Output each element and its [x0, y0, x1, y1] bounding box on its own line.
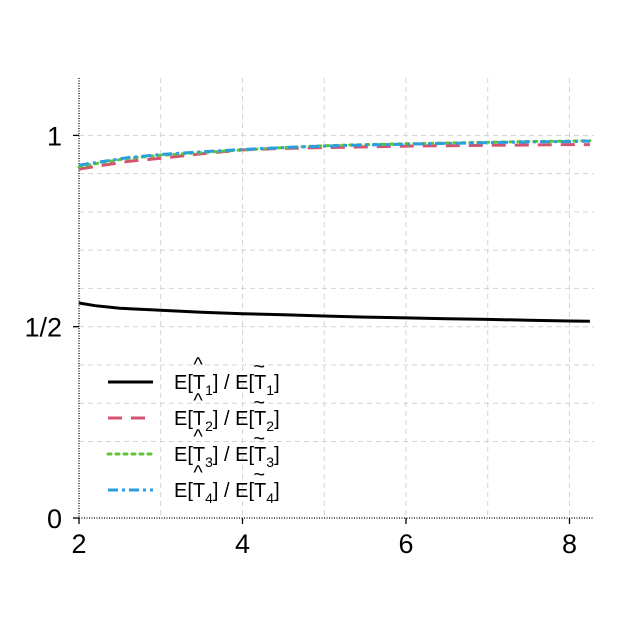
series-layer	[77, 139, 592, 323]
legend-label-3: E[T3] / E[T3]	[174, 444, 280, 470]
tilde-accent: ~	[253, 464, 265, 486]
y-tick-label: 0	[47, 504, 62, 534]
tilde-accent: ~	[253, 428, 265, 450]
y-tick-label: 1	[47, 121, 62, 151]
grid-layer	[79, 78, 594, 518]
legend-label-1: E[T1] / E[T1]	[174, 372, 280, 398]
tick-labels: 2 4 6 8 0 1/2 1	[24, 121, 577, 559]
hat-accent: ^	[193, 354, 203, 376]
series-line-4	[78, 139, 590, 167]
hat-accent: ^	[193, 462, 203, 484]
axis-layer	[78, 78, 594, 519]
x-tick-label: 6	[398, 529, 413, 559]
x-tick-label: 2	[71, 529, 86, 559]
series-line-2	[78, 143, 590, 171]
x-tick-label: 8	[562, 529, 577, 559]
tilde-accent: ~	[253, 356, 265, 378]
hat-accent: ^	[193, 390, 203, 412]
y-tick-label: 1/2	[24, 313, 62, 343]
legend: E[T1] / E[T1] E[T2] / E[T2] E[T3] / E[T3] E…	[106, 354, 280, 506]
legend-label-4: E[T4] / E[T4]	[174, 480, 280, 506]
series-line-1	[78, 301, 590, 323]
tilde-accent: ~	[253, 392, 265, 414]
hat-accent: ^	[193, 426, 203, 448]
legend-label-2: E[T2] / E[T2]	[174, 408, 280, 434]
x-tick-label: 4	[235, 529, 250, 559]
